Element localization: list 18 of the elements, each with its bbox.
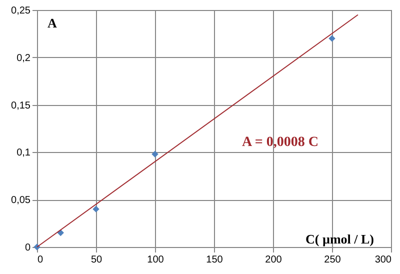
y-tick-label: 0,1 (16, 148, 31, 159)
x-tick-label: 250 (324, 254, 342, 266)
x-tick-label: 300 (374, 254, 392, 266)
y-tick-label: 0,2 (16, 52, 31, 64)
y-axis-title: A (48, 16, 58, 30)
x-tick-label: 200 (265, 254, 282, 266)
point (92, 206, 100, 212)
point (328, 35, 336, 42)
y-tick-label: 0,25 (11, 6, 31, 16)
point (152, 150, 158, 158)
x-tick-label: 0 (38, 254, 44, 266)
y-tick-label: 0,05 (11, 195, 31, 206)
x-tick-label: 50 (90, 254, 102, 266)
x-axis-title: C( µmol / L) (306, 232, 374, 246)
x-tick-label: 100 (147, 254, 164, 266)
y-tick-label: 0,15 (11, 100, 31, 112)
y-tick-label: 0 (24, 242, 31, 254)
x-tick-label: 150 (206, 254, 224, 266)
